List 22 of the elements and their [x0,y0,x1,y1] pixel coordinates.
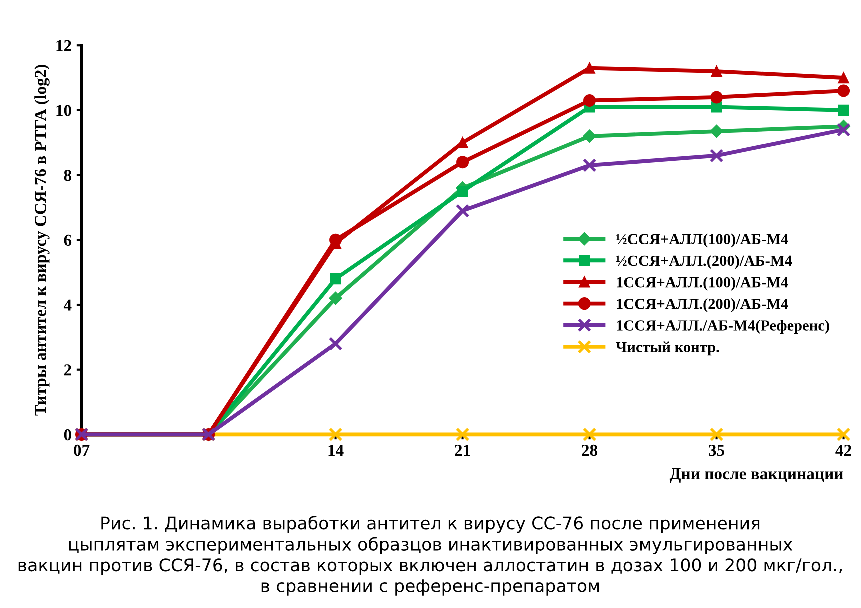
y-tick-label: 2 [64,364,72,376]
y-tick-label: 6 [64,234,72,246]
y-tick-label: 0 [64,429,72,441]
y-tick-label: 8 [64,170,72,182]
x-tick-label: 21 [455,444,470,456]
x-tick-label: 14 [328,445,344,456]
legend-label: 1ССЯ+АЛЛ.(100)/АБ-М4 [617,276,788,291]
x-tick-label: 42 [836,444,852,456]
legend-label: 1ССЯ+АЛЛ./АБ-М4(Референс) [617,320,830,334]
y-tick-label: 10 [56,105,72,116]
y-tick-label: 12 [56,40,72,52]
x-tick-label: 28 [582,444,598,456]
legend-label: 1ССЯ+АЛЛ.(200)/АБ-М4 [617,298,788,312]
x-tick-label: 35 [709,444,725,456]
legend-label: Чистый контр. [616,342,720,356]
x-tick-label: 07 [74,444,90,456]
legend-label: ½ССЯ+АЛЛ.(200)/АБ-М4 [616,255,792,270]
text: Рис. 1. Динамика выработки антител к вирусу СС-76 после применения цыплятам экспериментальных образцов инактивированных эмульгированных вакцин против ССЯ-76, в состав которых включен аллостатин в дозах 100 и 200 мкг/гол., в сравнении с референс-препаратом [18,516,842,596]
y-tick-label: 4 [64,300,72,311]
y-axis-title: Титры антител к вирусу ССЯ-76 в РТГА (log2) [34,65,50,416]
x-axis-title: Дни после вакцинации [670,468,844,484]
legend-label: ½ССЯ+АЛЛ(100)/АБ-М4 [616,234,788,248]
